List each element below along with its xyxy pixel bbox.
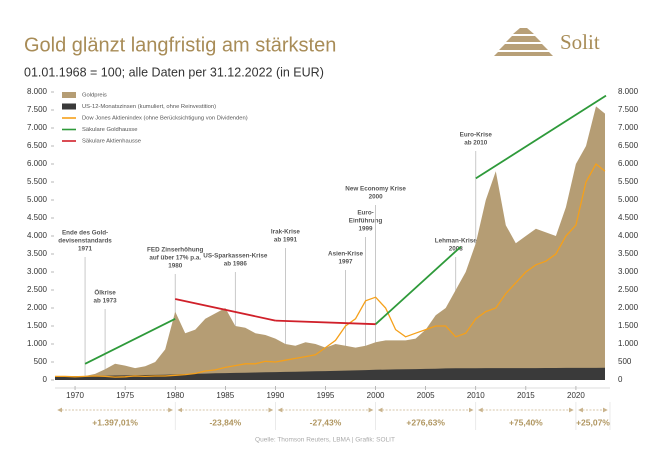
y2-tick-label: 5.500: [618, 177, 639, 186]
y2-tick-label: 2.000: [618, 303, 639, 312]
y2-tick-label: 500: [618, 357, 632, 366]
annotation-label: FED Zinserhöhung: [147, 247, 203, 254]
annotation-label: 1971: [78, 246, 93, 253]
x-tick-label: 1975: [116, 391, 134, 400]
y2-tick-label: 3.000: [618, 267, 639, 276]
annotation-label: ab 1973: [94, 298, 118, 305]
y2-tick-label: 7.000: [618, 123, 639, 132]
annotation-label: devisenstandards: [58, 238, 112, 245]
y2-tick-label: 1.500: [618, 321, 639, 330]
annotation-label: ab 1991: [274, 237, 298, 244]
annotation-label: 1999: [359, 226, 374, 233]
annotation-label: Einführung: [349, 218, 383, 225]
logo-icon: [494, 28, 553, 56]
y2-tick-label: 4.000: [618, 231, 639, 240]
x-tick-label: 1990: [266, 391, 284, 400]
legend-label: Säkulare Goldhausse: [82, 127, 137, 133]
annotation-label: Ölkrise: [94, 288, 116, 297]
y-tick-label: 2.500: [27, 285, 48, 294]
y-tick-label: 6.000: [27, 159, 48, 168]
x-tick-label: 2005: [417, 391, 435, 400]
source: Quelle: Thomson Reuters, LBMA | Grafik: …: [255, 437, 395, 444]
y-tick-label: 500: [34, 357, 48, 366]
x-tick-label: 1970: [66, 391, 84, 400]
y2-tick-label: 2.500: [618, 285, 639, 294]
period-label: +75,40%: [509, 417, 543, 427]
y2-tick-label: 4.500: [618, 213, 639, 222]
trend-line: [175, 298, 276, 322]
y2-tick-label: 0: [618, 375, 623, 384]
x-tick-label: 1995: [317, 391, 335, 400]
annotation-label: 2000: [369, 194, 384, 201]
y-tick-label: 4.000: [27, 231, 48, 240]
y-tick-label: 1.500: [27, 321, 48, 330]
y-tick-label: 1.000: [27, 339, 48, 348]
period-label: -23,84%: [209, 417, 241, 427]
annotation-label: Euro-: [357, 210, 373, 217]
period-label: -27,43%: [310, 417, 342, 427]
trend-line: [84, 317, 176, 365]
legend-label: Dow Jones Aktienindex (ohne Berücksichti…: [82, 116, 248, 122]
y-tick-label: 0: [43, 375, 48, 384]
y2-tick-label: 5.000: [618, 195, 639, 204]
y2-tick-label: 3.500: [618, 249, 639, 258]
annotation-label: Ende des Gold-: [62, 230, 108, 237]
y-tick-label: 7.000: [27, 123, 48, 132]
annotation-label: US-Sparkassen-Krise: [203, 253, 268, 260]
area: [55, 106, 605, 381]
annotation-label: 2008: [449, 246, 464, 253]
legend-label: Säkulare Aktienhausse: [82, 139, 141, 145]
y-tick-label: 6.500: [27, 141, 48, 150]
chart-title: Gold glänzt langfristig am stärksten: [24, 34, 336, 56]
annotation-label: 1980: [168, 263, 183, 270]
trend-line: [374, 246, 462, 325]
y-tick-label: 8.000: [27, 87, 48, 96]
annotation-label: Irak-Krise: [271, 229, 301, 236]
y-tick-label: 2.000: [27, 303, 48, 312]
period-label: +1.397,01%: [92, 417, 138, 427]
trend-line: [475, 94, 607, 180]
legend-swatch: [62, 103, 76, 110]
x-tick-label: 2020: [567, 391, 585, 400]
y-tick-label: 3.000: [27, 267, 48, 276]
y-tick-label: 4.500: [27, 213, 48, 222]
trend-line: [275, 319, 376, 326]
chart-subtitle: 01.01.1968 = 100; alle Daten per 31.12.2…: [24, 65, 324, 79]
legend-label: Goldpreis: [82, 93, 107, 99]
area: [55, 367, 605, 380]
period-label: +276,63%: [406, 417, 445, 427]
x-tick-label: 2000: [367, 391, 385, 400]
y-tick-label: 5.500: [27, 177, 48, 186]
x-tick-label: 1980: [166, 391, 184, 400]
annotation-label: 1997: [339, 259, 354, 266]
annotation-label: Asien-Krise: [328, 251, 363, 258]
x-tick-label: 1985: [216, 391, 234, 400]
y2-tick-label: 6.000: [618, 159, 639, 168]
annotation-label: New Economy Krise: [345, 186, 406, 193]
y2-tick-label: 1.000: [618, 339, 639, 348]
y2-tick-label: 6.500: [618, 141, 639, 150]
logo-text: Solit: [560, 30, 600, 54]
y2-tick-label: 7.500: [618, 105, 639, 114]
y2-tick-label: 8.000: [618, 87, 639, 96]
y-tick-label: 7.500: [27, 105, 48, 114]
annotation-label: Euro-Krise: [460, 132, 493, 139]
line: [55, 163, 606, 378]
y-tick-label: 3.500: [27, 249, 48, 258]
legend-swatch: [62, 92, 76, 98]
annotation-label: auf über 17% p.a.: [149, 255, 201, 262]
annotation-label: ab 1986: [224, 261, 248, 268]
annotation-label: ab 2010: [464, 140, 488, 147]
x-tick-label: 2010: [467, 391, 485, 400]
y-tick-label: 5.000: [27, 195, 48, 204]
annotation-label: Lehman-Krise: [435, 238, 477, 245]
period-label: +25,07%: [576, 417, 610, 427]
x-tick-label: 2015: [517, 391, 535, 400]
legend-label: US-12-Monatszinsen (kumuliert, ohne Rein…: [82, 104, 216, 110]
